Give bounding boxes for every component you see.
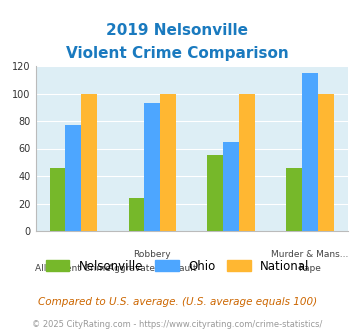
Text: Robbery: Robbery bbox=[133, 250, 171, 259]
Bar bbox=[160, 93, 176, 231]
Bar bbox=[81, 93, 97, 231]
Text: Compared to U.S. average. (U.S. average equals 100): Compared to U.S. average. (U.S. average … bbox=[38, 297, 317, 307]
Text: Aggravated Assault: Aggravated Assault bbox=[108, 264, 197, 273]
Text: All Violent Crime: All Violent Crime bbox=[36, 264, 111, 273]
Legend: Nelsonville, Ohio, National: Nelsonville, Ohio, National bbox=[41, 255, 314, 278]
Bar bbox=[239, 93, 255, 231]
Bar bbox=[223, 142, 239, 231]
Bar bbox=[207, 155, 223, 231]
Bar bbox=[302, 73, 318, 231]
Text: 2019 Nelsonville: 2019 Nelsonville bbox=[106, 23, 248, 38]
Bar bbox=[144, 103, 160, 231]
Bar bbox=[129, 198, 144, 231]
Text: Rape: Rape bbox=[299, 264, 322, 273]
Bar bbox=[65, 125, 81, 231]
Text: Murder & Mans...: Murder & Mans... bbox=[271, 250, 349, 259]
Text: Violent Crime Comparison: Violent Crime Comparison bbox=[66, 46, 289, 61]
Bar bbox=[50, 168, 65, 231]
Bar bbox=[318, 93, 334, 231]
Bar bbox=[286, 168, 302, 231]
Text: © 2025 CityRating.com - https://www.cityrating.com/crime-statistics/: © 2025 CityRating.com - https://www.city… bbox=[32, 320, 323, 329]
